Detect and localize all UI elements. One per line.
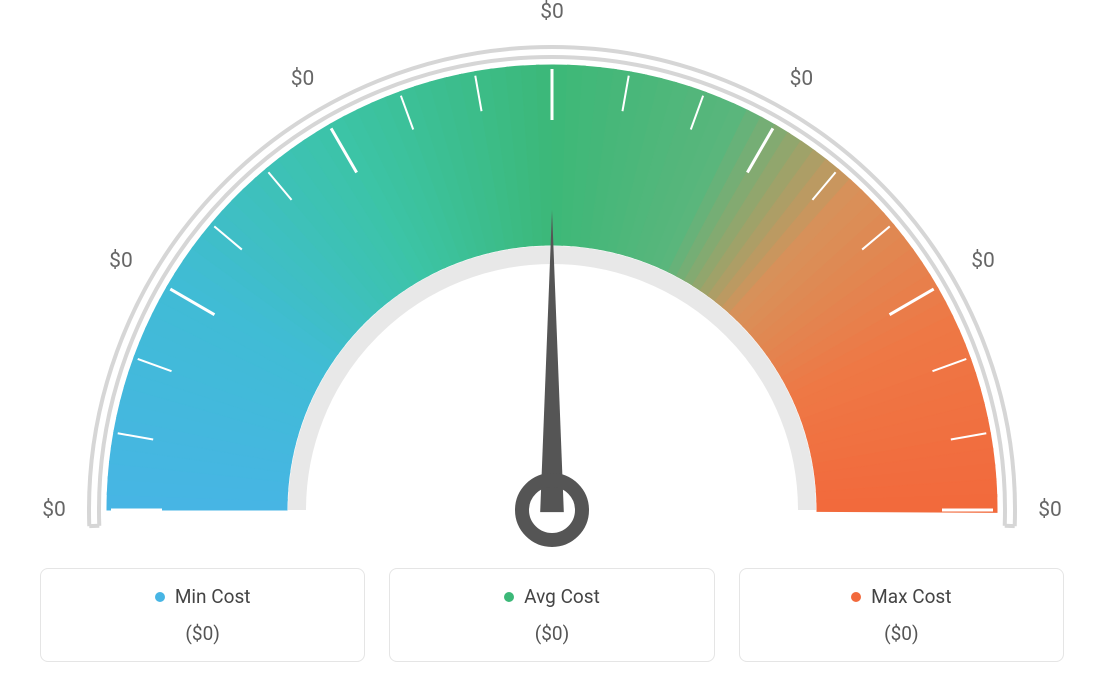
legend-value: ($0) (41, 622, 364, 645)
gauge-chart: $0 $0 $0 $0 $0 $0 $0 (0, 0, 1104, 560)
gauge-tick-label: $0 (540, 0, 564, 24)
legend-value: ($0) (390, 622, 713, 645)
legend-title-text: Avg Cost (524, 585, 600, 608)
gauge-tick-label: $0 (42, 498, 66, 522)
legend-dot (851, 592, 861, 602)
legend-title: Max Cost (851, 585, 951, 608)
legend-dot (155, 592, 165, 602)
gauge-tick-label: $0 (1038, 498, 1062, 522)
legend-card: Min Cost ($0) (40, 568, 365, 662)
gauge-svg (0, 20, 1104, 580)
legend-card: Avg Cost ($0) (389, 568, 714, 662)
legend-card: Max Cost ($0) (739, 568, 1064, 662)
gauge-tick-label: $0 (971, 249, 995, 273)
legend-dot (504, 592, 514, 602)
legend-title: Avg Cost (504, 585, 600, 608)
legend-title: Min Cost (155, 585, 251, 608)
legend-value: ($0) (740, 622, 1063, 645)
gauge-tick-label: $0 (291, 67, 315, 91)
gauge-tick-label: $0 (109, 249, 133, 273)
gauge-tick-label: $0 (790, 67, 814, 91)
legend-title-text: Min Cost (175, 585, 251, 608)
legend-title-text: Max Cost (871, 585, 951, 608)
chart-container: $0 $0 $0 $0 $0 $0 $0 Min Cost ($0) Avg Cost ($… (0, 0, 1104, 690)
